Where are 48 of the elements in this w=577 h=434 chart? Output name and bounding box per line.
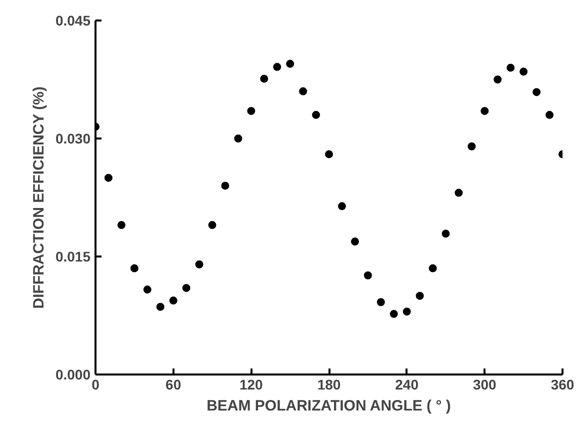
y-tick-label: 0.015 [55, 248, 91, 264]
point [117, 221, 126, 230]
point [130, 264, 138, 272]
point [402, 308, 411, 316]
point [273, 62, 282, 71]
x-tick-label: 60 [166, 376, 182, 392]
point [494, 76, 502, 84]
point [506, 64, 515, 72]
point [428, 264, 437, 272]
point [234, 134, 242, 142]
x-tick-label: 0 [92, 376, 100, 392]
point [182, 284, 190, 292]
point [208, 221, 216, 230]
point [480, 106, 489, 115]
point [247, 106, 256, 115]
point [143, 286, 152, 294]
point [104, 174, 112, 182]
point [312, 110, 320, 119]
point [350, 238, 359, 246]
point [546, 110, 554, 119]
point [325, 150, 333, 158]
point [286, 60, 294, 68]
y-tick-label: 0.000 [55, 366, 91, 382]
point [376, 298, 385, 306]
point [221, 182, 230, 190]
point [454, 188, 463, 197]
y-axis-title: DIFFRACTION EFFICIENCY (%) [30, 86, 48, 309]
point [260, 74, 268, 83]
point [468, 142, 476, 150]
x-tick-label: 360 [550, 376, 574, 392]
x-tick-label: 240 [395, 376, 419, 392]
y-tick-label: 0.045 [55, 12, 91, 28]
x-tick-label: 120 [239, 376, 264, 392]
x-axis-title: BEAM POLARIZATION ANGLE ( ° ) [206, 398, 451, 414]
point [520, 68, 528, 76]
point [442, 230, 450, 238]
point [299, 87, 308, 96]
point [338, 202, 346, 210]
x-tick-label: 300 [472, 376, 497, 392]
point [364, 271, 372, 280]
y-tick-label: 0.030 [55, 130, 91, 146]
point [195, 260, 204, 268]
point [390, 310, 398, 318]
x-tick-label: 180 [317, 376, 341, 392]
point [416, 292, 424, 300]
point [169, 296, 178, 305]
point [532, 88, 541, 96]
point [156, 302, 164, 311]
